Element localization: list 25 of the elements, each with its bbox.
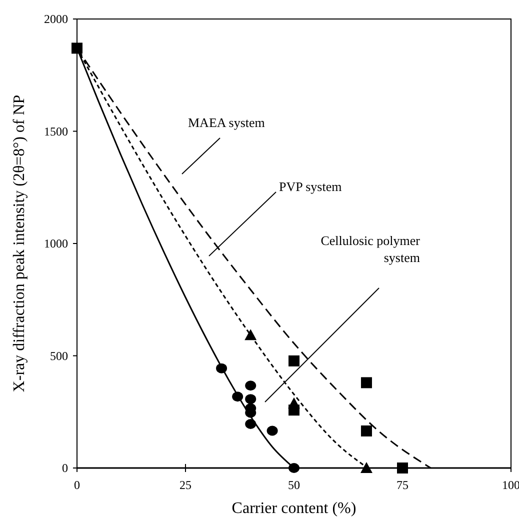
point (244, 329, 257, 340)
x-tick-label: 50 (288, 478, 300, 492)
point (288, 355, 300, 366)
y-tick-label: 1500 (44, 124, 68, 138)
point (360, 462, 372, 473)
y-tick-label: 2000 (44, 12, 68, 26)
y-axis-title: X-ray diffraction peak intensity (2θ=8°) of NP (11, 94, 28, 392)
point (397, 462, 408, 474)
point (245, 380, 256, 391)
point (360, 377, 372, 388)
point (360, 425, 372, 436)
x-axis-title: Carrier content (%) (232, 500, 356, 517)
annotation: Cellulosic polymer system (320, 233, 421, 265)
annotation: PVP system (279, 179, 342, 194)
point (288, 463, 300, 473)
point (266, 426, 278, 436)
x-tick-label: 75 (396, 478, 408, 492)
y-tick-label: 0 (62, 461, 68, 475)
annotation: MAEA system (188, 115, 265, 130)
y-tick-label: 1000 (44, 236, 68, 250)
y-tick-label: 500 (50, 348, 68, 363)
point (245, 394, 256, 404)
x-tick-label: 0 (74, 478, 80, 492)
point (288, 397, 300, 408)
x-tick-label: 25 (180, 478, 192, 492)
